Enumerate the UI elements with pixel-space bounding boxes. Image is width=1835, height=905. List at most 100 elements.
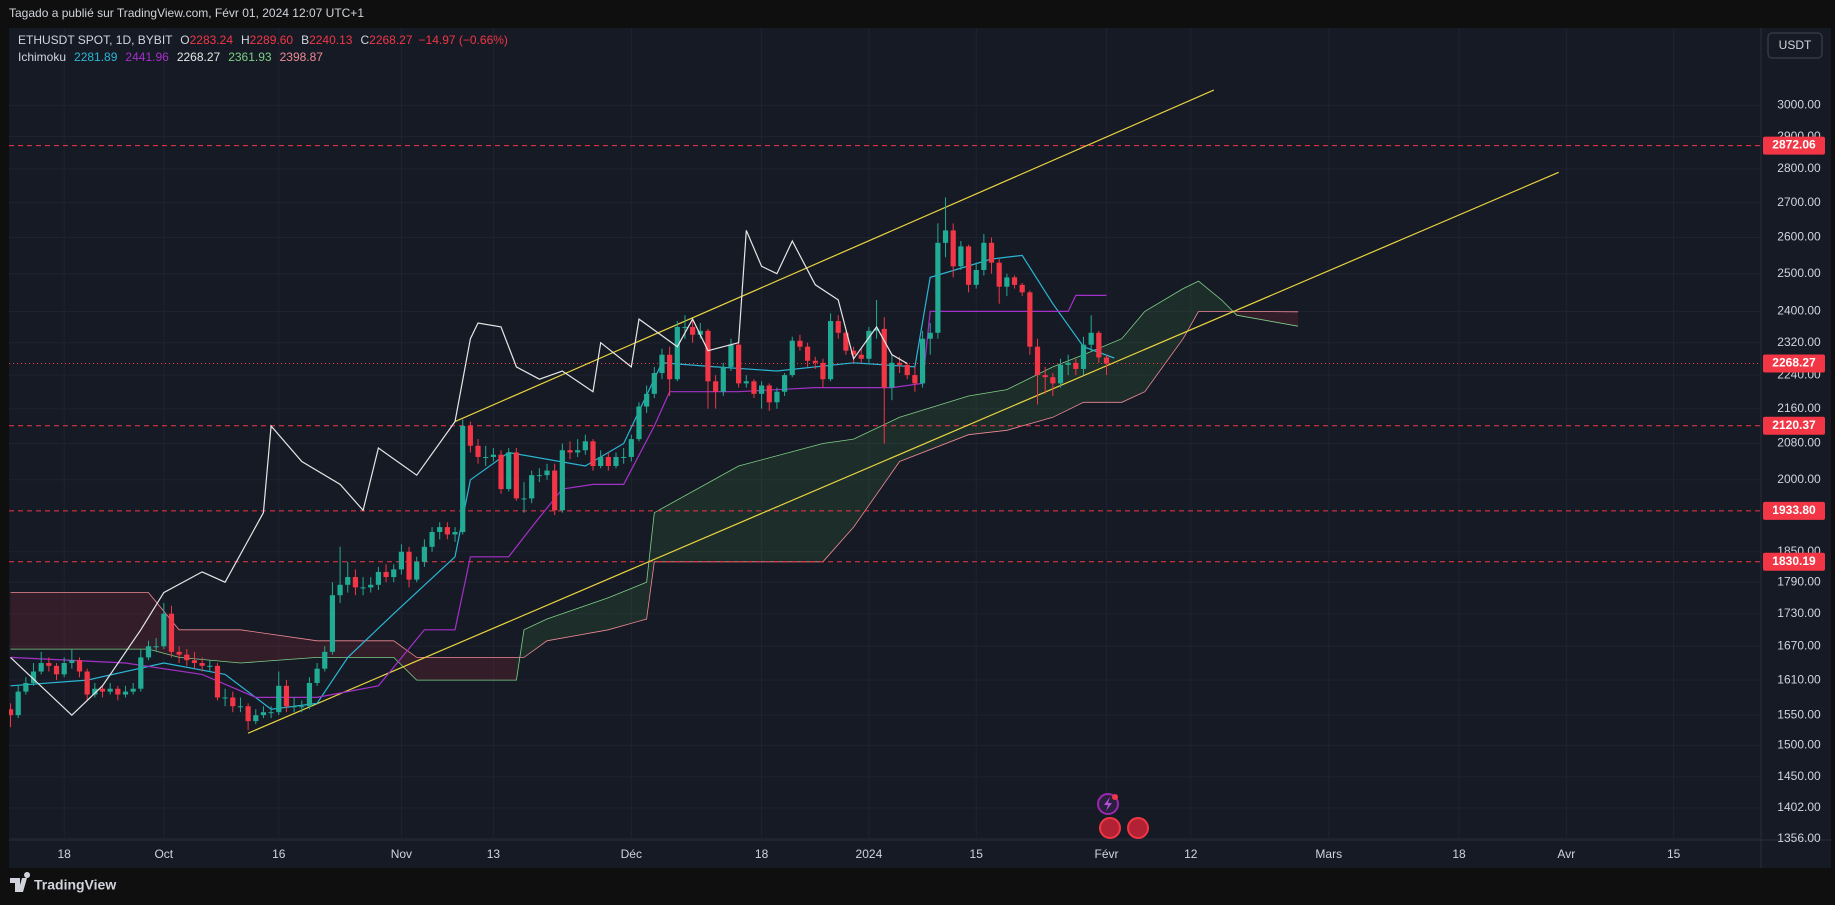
y-tick-label: 1500.00 — [1777, 738, 1821, 752]
price-level-label: 2268.27 — [1772, 356, 1816, 370]
button-label[interactable]: USDT — [1779, 38, 1812, 52]
candle-body — [1080, 344, 1087, 369]
candle-body — [1004, 277, 1010, 287]
candle-body — [736, 344, 742, 384]
candle-body — [628, 439, 634, 457]
indicator-value: 2361.93 — [228, 50, 272, 64]
cloud-segment — [646, 512, 655, 620]
candle-body — [38, 663, 44, 672]
candle-body — [935, 242, 941, 333]
candle-body — [214, 665, 221, 698]
y-tick-label: 2500.00 — [1777, 266, 1821, 280]
footer: TradingView — [10, 872, 116, 893]
y-tick-label: 2800.00 — [1777, 161, 1821, 175]
ohlc-key: H — [241, 33, 250, 47]
candle-body — [283, 685, 290, 707]
y-tick-label: 1402.00 — [1777, 800, 1821, 814]
x-tick-label: Déc — [621, 847, 642, 861]
x-tick-label: 15 — [970, 847, 984, 861]
candle-body — [1050, 377, 1056, 384]
candle-body — [513, 452, 519, 499]
event-icon[interactable] — [1099, 817, 1121, 839]
x-tick-label: Févr — [1094, 847, 1118, 861]
candle-body — [130, 688, 136, 692]
cloud-segment — [524, 619, 548, 658]
y-tick-label: 1790.00 — [1777, 574, 1821, 588]
candle-body — [138, 657, 144, 689]
ohlc-value: 2289.60 — [250, 33, 294, 47]
candle-body — [827, 321, 834, 380]
x-tick-label: 18 — [58, 847, 72, 861]
candle-body — [1057, 364, 1064, 384]
price-level-badge — [1763, 552, 1825, 571]
candle-body — [145, 646, 152, 658]
x-tick-label: 13 — [487, 847, 501, 861]
candle-body — [115, 688, 121, 695]
x-tick-label: Oct — [154, 847, 173, 861]
price-level-label: 2872.06 — [1772, 138, 1816, 152]
x-tick-label: 15 — [1667, 847, 1681, 861]
candle-body — [590, 441, 596, 467]
currency-button[interactable]: USDT — [1767, 32, 1823, 59]
brand: TradingView — [34, 877, 116, 893]
candle-body — [84, 671, 90, 695]
candle-body — [843, 332, 849, 351]
cloud-segment — [738, 443, 823, 562]
candle-body — [866, 330, 872, 359]
price-level-label: 1830.19 — [1772, 554, 1816, 568]
candle-body — [245, 706, 251, 722]
candle-body — [490, 454, 496, 457]
price-level-label: 2120.37 — [1772, 418, 1816, 432]
candle-body — [268, 712, 274, 714]
candle-body — [651, 373, 657, 394]
cloud-segment — [317, 640, 394, 658]
candle-body — [544, 470, 550, 476]
trendline — [454, 89, 1215, 423]
candle-body — [1034, 346, 1041, 376]
candle-body — [697, 330, 703, 335]
candle-body — [176, 651, 182, 655]
candle-body — [797, 340, 803, 347]
cloud-segment — [547, 597, 609, 641]
cloud-segment — [1144, 288, 1184, 392]
candle-body — [483, 456, 489, 458]
candle-body — [352, 577, 359, 588]
y-tick-label: 2320.00 — [1777, 335, 1821, 349]
ohlc-value: 2268.27 — [369, 33, 413, 47]
y-tick-label: 2080.00 — [1777, 436, 1821, 450]
indicator-value: 2268.27 — [177, 50, 221, 64]
candle-body — [567, 450, 573, 453]
event-icon[interactable] — [1127, 817, 1149, 839]
indicator-value: 2398.87 — [280, 50, 324, 64]
candle-body — [345, 577, 351, 585]
candle-body — [199, 663, 205, 666]
candle-body — [896, 362, 903, 365]
candle-body — [76, 660, 83, 672]
cloud-segment — [416, 657, 517, 681]
candle-body — [291, 706, 297, 708]
y-tick-label: 1670.00 — [1777, 638, 1821, 652]
price-level-badge — [1763, 354, 1825, 373]
candle-body — [950, 230, 956, 267]
candle-body — [122, 691, 129, 695]
candle-body — [260, 712, 267, 716]
price-level-badge — [1763, 416, 1825, 435]
ichimoku-line — [10, 254, 1115, 710]
plot-layer — [9, 28, 1761, 840]
candle-body — [1073, 362, 1079, 369]
candle-body — [46, 663, 52, 666]
candle-body — [889, 362, 895, 388]
candle-body — [705, 330, 711, 382]
candle-body — [766, 385, 772, 403]
button-frame[interactable] — [1767, 32, 1823, 59]
candle-body — [965, 246, 972, 285]
candle-body — [276, 685, 282, 713]
candle-body — [613, 456, 619, 467]
candle-body — [1103, 357, 1110, 364]
cloud-segment — [1083, 338, 1122, 403]
candle-body — [99, 688, 106, 692]
candle-body — [168, 613, 175, 652]
candle-body — [621, 456, 627, 458]
